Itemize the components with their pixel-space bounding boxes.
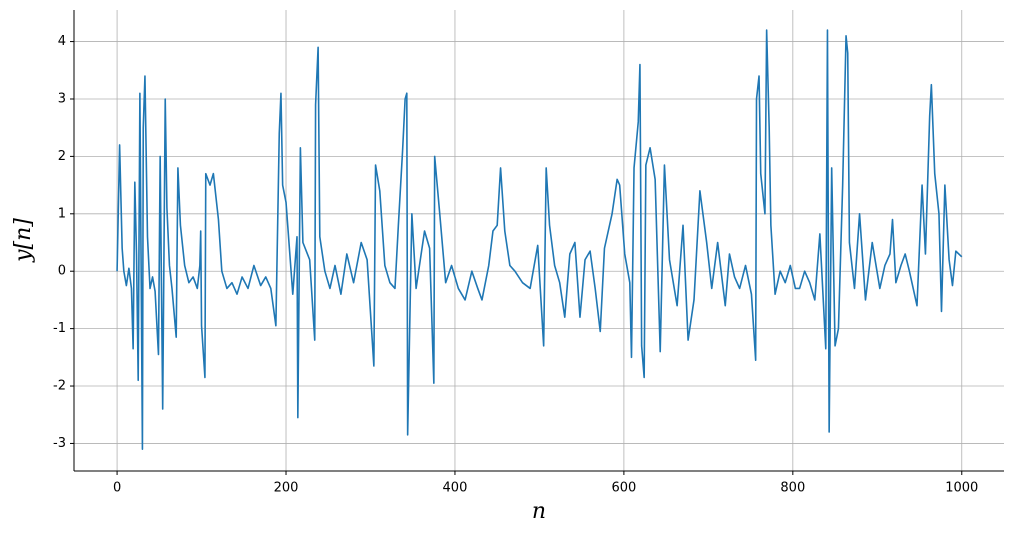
x-tick-label: 0 [113,481,121,496]
y-tick-label: 4 [58,34,66,49]
data-line [116,29,963,450]
y-tick-label: 1 [58,206,66,221]
y-tick-label: -1 [53,321,66,336]
y-tick-label: -2 [53,379,66,394]
x-tick-label: 400 [443,481,468,496]
x-tick-label: 200 [274,481,299,496]
grid [74,10,1004,471]
y-axis-label: y[n] [11,218,36,263]
x-axis-label: n [532,499,546,524]
y-tick-label: 2 [58,149,66,164]
x-tick-label: 800 [780,481,805,496]
x-tick-label: 600 [611,481,636,496]
y-tick-label: 0 [58,264,66,279]
plot-area [116,29,963,450]
y-tick-label: -3 [53,436,66,451]
x-tick-label: 1000 [945,481,978,496]
y-tick-label: 3 [58,91,66,106]
